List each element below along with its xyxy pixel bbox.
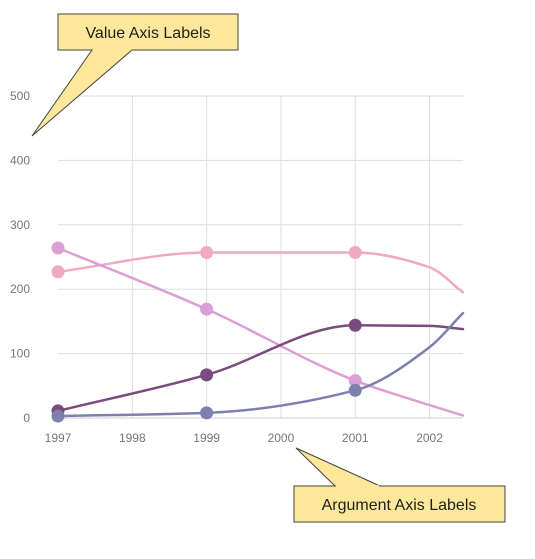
x-tick-label: 2002	[416, 431, 443, 445]
data-point[interactable]	[348, 374, 362, 388]
x-tick-label: 1999	[193, 431, 220, 445]
data-point[interactable]	[200, 245, 214, 259]
series-points	[51, 241, 362, 423]
x-tick-label: 1997	[45, 431, 72, 445]
y-tick-label: 300	[10, 218, 30, 232]
y-tick-label: 0	[23, 411, 30, 425]
series-line	[56, 246, 465, 417]
data-point[interactable]	[348, 383, 362, 397]
data-point[interactable]	[348, 318, 362, 332]
y-tick-label: 400	[10, 153, 30, 167]
argument-axis-callout-pointer	[295, 447, 381, 487]
value-axis-labels: 0 100 200 300 400 500	[10, 89, 30, 425]
argument-axis-callout: Argument Axis Labels	[293, 447, 506, 523]
value-axis-callout-text: Value Axis Labels	[85, 25, 210, 42]
data-point[interactable]	[51, 409, 65, 423]
series-line	[56, 324, 465, 413]
series-line	[56, 251, 465, 294]
value-axis-callout: Value Axis Labels	[31, 13, 239, 137]
data-point[interactable]	[200, 302, 214, 316]
data-point[interactable]	[200, 368, 214, 382]
argument-axis-labels: 1997 1998 1999 2000 2001 2002	[45, 431, 444, 445]
data-point[interactable]	[51, 241, 65, 255]
y-tick-label: 100	[10, 347, 30, 361]
argument-axis-callout-text: Argument Axis Labels	[322, 497, 477, 514]
value-axis-callout-box	[31, 13, 239, 137]
data-point[interactable]	[51, 265, 65, 279]
series-lines	[56, 246, 465, 418]
x-tick-label: 1998	[119, 431, 146, 445]
y-tick-label: 200	[10, 282, 30, 296]
y-tick-label: 500	[10, 89, 30, 103]
series-line	[56, 311, 465, 418]
x-tick-label: 2001	[342, 431, 369, 445]
grid	[58, 95, 463, 419]
x-tick-label: 2000	[268, 431, 295, 445]
data-point[interactable]	[348, 245, 362, 259]
data-point[interactable]	[200, 406, 214, 420]
